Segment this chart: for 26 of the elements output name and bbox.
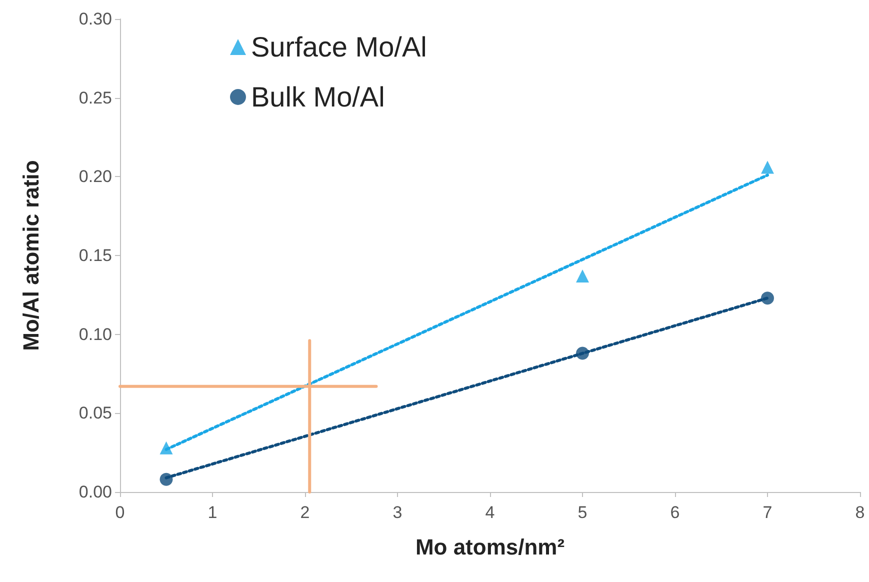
x-tick-label: 8 xyxy=(855,503,865,522)
point xyxy=(160,472,173,486)
point xyxy=(160,441,173,454)
x-tick-label: 5 xyxy=(578,503,588,522)
x-tick-label: 4 xyxy=(485,503,495,522)
y-tick-label: 0.10 xyxy=(78,324,112,344)
y-tick-label: 0.30 xyxy=(78,10,112,28)
y-tick-label: 0.05 xyxy=(78,404,112,423)
y-tick-label: 0.00 xyxy=(78,482,112,502)
x-tick-label: 2 xyxy=(300,503,310,522)
x-tick-label: 3 xyxy=(392,503,402,522)
x-tick-label: 0 xyxy=(115,503,125,522)
point xyxy=(576,269,589,282)
point xyxy=(761,160,774,174)
legend-label: Surface Mo/Al xyxy=(251,32,427,62)
point xyxy=(576,346,589,360)
x-tick-label: 7 xyxy=(762,503,772,522)
y-tick-label: 0.15 xyxy=(78,246,112,265)
point xyxy=(761,292,774,305)
y-axis-title: Mo/Al atomic ratio xyxy=(18,160,44,351)
x-tick-label: 1 xyxy=(208,503,218,522)
x-tick-label: 6 xyxy=(670,503,680,522)
y-tick-label: 0.25 xyxy=(78,88,112,108)
y-tick-label: 0.20 xyxy=(78,167,112,186)
x-axis-title: Mo atoms/nm² xyxy=(415,534,565,560)
legend-label: Bulk Mo/Al xyxy=(251,82,385,112)
